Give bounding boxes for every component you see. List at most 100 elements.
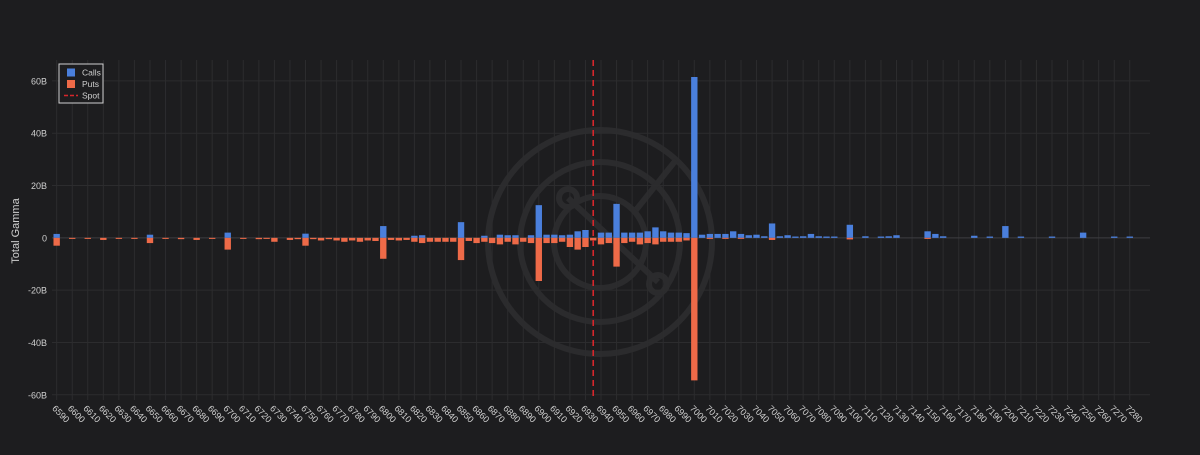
calls-bar[interactable] bbox=[862, 236, 869, 238]
calls-bar[interactable] bbox=[792, 236, 799, 238]
puts-bar[interactable] bbox=[263, 237, 270, 239]
calls-bar[interactable] bbox=[652, 227, 659, 238]
puts-bar[interactable] bbox=[302, 237, 309, 246]
legend-swatch-puts[interactable] bbox=[67, 80, 75, 88]
puts-bar[interactable] bbox=[636, 237, 644, 245]
puts-bar[interactable] bbox=[224, 237, 231, 250]
puts-bar[interactable] bbox=[380, 237, 387, 259]
puts-bar[interactable] bbox=[613, 237, 620, 267]
puts-bar[interactable] bbox=[737, 237, 745, 239]
puts-bar[interactable] bbox=[582, 237, 589, 247]
puts-bar[interactable] bbox=[271, 237, 278, 242]
calls-bar[interactable] bbox=[628, 232, 636, 238]
calls-bar[interactable] bbox=[1126, 236, 1133, 238]
calls-bar[interactable] bbox=[823, 236, 830, 238]
calls-bar[interactable] bbox=[730, 231, 737, 238]
calls-bar[interactable] bbox=[831, 236, 838, 238]
calls-bar[interactable] bbox=[971, 235, 978, 238]
puts-bar[interactable] bbox=[364, 237, 371, 241]
calls-bar[interactable] bbox=[224, 232, 231, 238]
puts-bar[interactable] bbox=[667, 237, 675, 242]
puts-bar[interactable] bbox=[566, 237, 574, 247]
puts-bar[interactable] bbox=[356, 237, 364, 242]
calls-bar[interactable] bbox=[986, 236, 993, 238]
calls-bar[interactable] bbox=[846, 224, 854, 238]
puts-bar[interactable] bbox=[395, 237, 403, 241]
calls-bar[interactable] bbox=[504, 235, 511, 238]
puts-bar[interactable] bbox=[597, 237, 605, 245]
calls-bar[interactable] bbox=[761, 236, 768, 238]
puts-bar[interactable] bbox=[372, 237, 379, 241]
calls-bar[interactable] bbox=[885, 236, 892, 238]
puts-bar[interactable] bbox=[341, 237, 348, 242]
calls-bar[interactable] bbox=[932, 233, 939, 238]
puts-bar[interactable] bbox=[504, 237, 511, 242]
calls-bar[interactable] bbox=[706, 233, 714, 238]
calls-bar[interactable] bbox=[1002, 226, 1009, 238]
calls-bar[interactable] bbox=[1048, 236, 1056, 238]
calls-bar[interactable] bbox=[418, 235, 426, 238]
calls-bar[interactable] bbox=[737, 233, 745, 238]
puts-bar[interactable] bbox=[924, 237, 931, 239]
puts-bar[interactable] bbox=[403, 237, 410, 240]
calls-bar[interactable] bbox=[496, 234, 504, 238]
puts-bar[interactable] bbox=[411, 237, 418, 242]
calls-bar[interactable] bbox=[753, 234, 760, 238]
calls-bar[interactable] bbox=[53, 233, 60, 238]
puts-bar[interactable] bbox=[146, 237, 154, 244]
puts-bar[interactable] bbox=[660, 237, 667, 242]
puts-bar[interactable] bbox=[294, 237, 301, 240]
calls-bar[interactable] bbox=[574, 231, 581, 238]
puts-bar[interactable] bbox=[177, 237, 185, 240]
calls-bar[interactable] bbox=[675, 232, 682, 238]
calls-bar[interactable] bbox=[551, 234, 558, 238]
calls-bar[interactable] bbox=[722, 233, 729, 238]
calls-bar[interactable] bbox=[924, 231, 931, 238]
calls-bar[interactable] bbox=[799, 236, 807, 238]
calls-bar[interactable] bbox=[302, 233, 309, 238]
puts-bar[interactable] bbox=[558, 237, 566, 242]
puts-bar[interactable] bbox=[722, 237, 729, 239]
calls-bar[interactable] bbox=[745, 235, 752, 238]
legend-swatch-calls[interactable] bbox=[67, 68, 75, 77]
calls-bar[interactable] bbox=[582, 230, 589, 238]
puts-bar[interactable] bbox=[100, 237, 107, 240]
puts-bar[interactable] bbox=[69, 237, 76, 239]
calls-bar[interactable] bbox=[698, 234, 706, 238]
puts-bar[interactable] bbox=[465, 237, 472, 241]
calls-bar[interactable] bbox=[411, 235, 418, 238]
calls-bar[interactable] bbox=[558, 235, 566, 238]
calls-bar[interactable] bbox=[691, 77, 698, 238]
puts-bar[interactable] bbox=[240, 237, 247, 239]
puts-bar[interactable] bbox=[162, 237, 169, 239]
calls-bar[interactable] bbox=[683, 233, 690, 238]
calls-bar[interactable] bbox=[380, 226, 387, 238]
puts-bar[interactable] bbox=[387, 237, 395, 240]
puts-bar[interactable] bbox=[520, 237, 527, 242]
calls-bar[interactable] bbox=[512, 235, 519, 238]
calls-bar[interactable] bbox=[807, 233, 815, 238]
calls-bar[interactable] bbox=[893, 235, 900, 238]
calls-bar[interactable] bbox=[644, 231, 651, 238]
calls-bar[interactable] bbox=[667, 232, 675, 238]
puts-bar[interactable] bbox=[621, 237, 628, 244]
calls-bar[interactable] bbox=[481, 235, 488, 238]
puts-bar[interactable] bbox=[255, 237, 263, 240]
puts-bar[interactable] bbox=[683, 237, 690, 241]
puts-bar[interactable] bbox=[527, 237, 535, 244]
puts-bar[interactable] bbox=[652, 237, 659, 245]
puts-bar[interactable] bbox=[768, 237, 776, 240]
puts-bar[interactable] bbox=[310, 237, 317, 240]
calls-bar[interactable] bbox=[1079, 232, 1087, 238]
puts-bar[interactable] bbox=[496, 237, 504, 245]
calls-bar[interactable] bbox=[939, 236, 947, 238]
puts-bar[interactable] bbox=[551, 237, 558, 244]
legend-label-spot[interactable]: Spot bbox=[82, 91, 100, 101]
puts-bar[interactable] bbox=[535, 237, 542, 281]
puts-bar[interactable] bbox=[605, 237, 612, 244]
puts-bar[interactable] bbox=[193, 237, 200, 240]
puts-bar[interactable] bbox=[84, 237, 91, 239]
calls-bar[interactable] bbox=[1017, 236, 1025, 238]
calls-bar[interactable] bbox=[613, 203, 620, 238]
